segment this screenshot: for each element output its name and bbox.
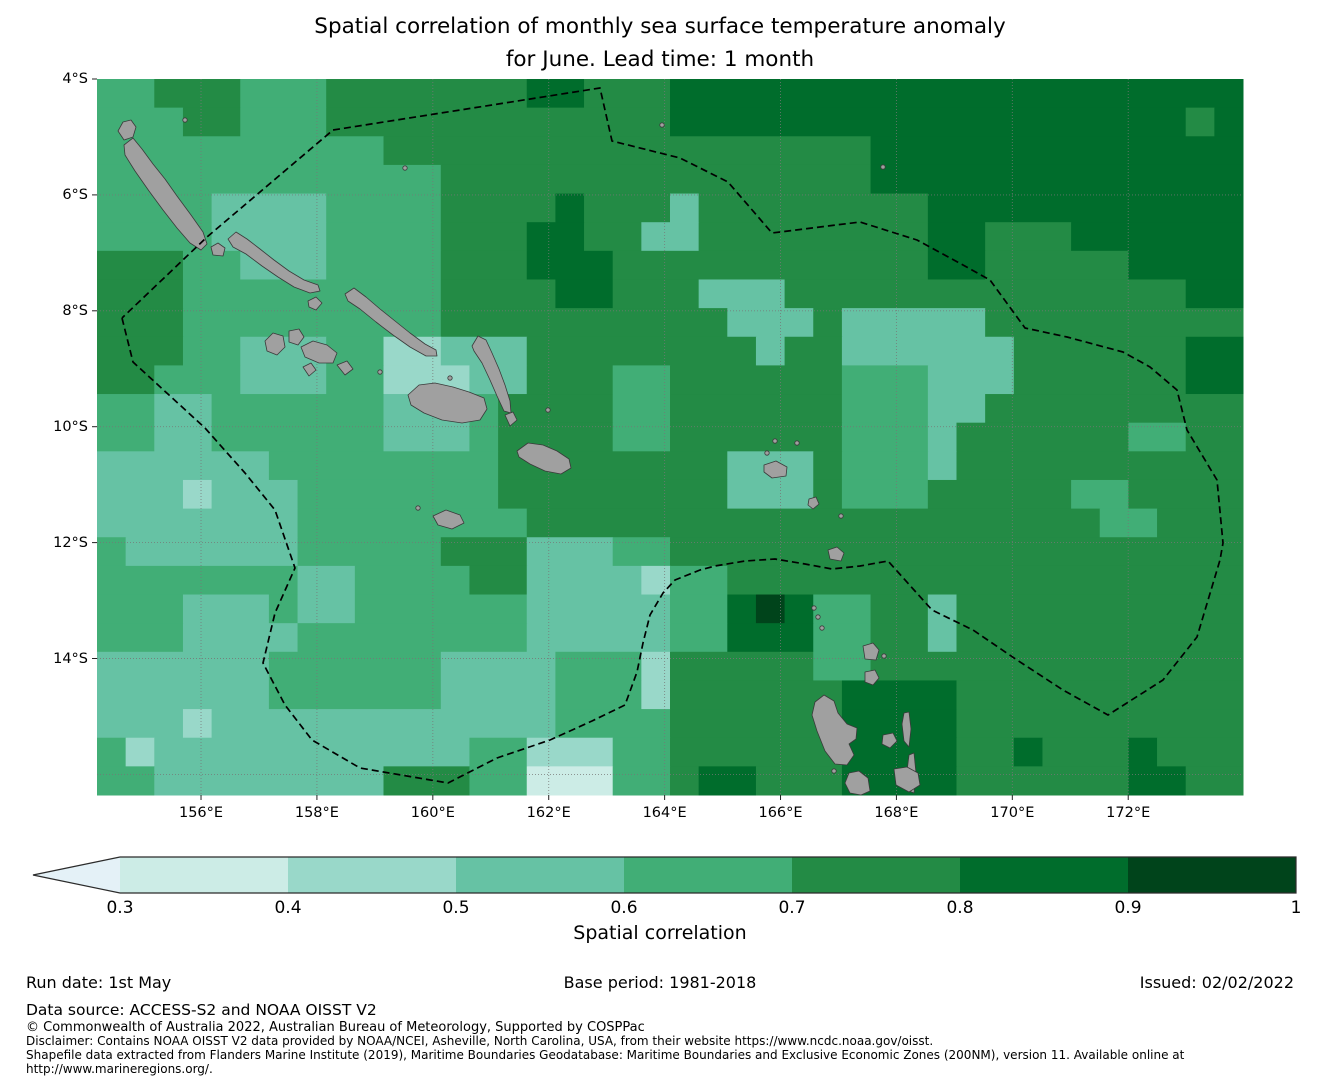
eez-boundary-line — [121, 87, 1224, 784]
y-tick-label: 4°S — [62, 71, 88, 87]
colorbar-tick-label: 0.8 — [946, 898, 974, 918]
colorbar-tick-label: 1 — [1290, 898, 1302, 918]
x-tick-label: 172°E — [1106, 805, 1151, 821]
colorbar-segment — [456, 857, 625, 893]
colorbar-ticks: 0.3 0.4 0.5 0.6 0.7 0.8 0.9 1 — [0, 897, 1320, 921]
data-source-text: Data source: ACCESS-S2 and NOAA OISST V2 — [26, 1001, 377, 1019]
colorbar-segment — [120, 857, 289, 893]
colorbar-segment — [288, 857, 457, 893]
islands-landmass — [117, 117, 921, 796]
map-canvas — [92, 78, 1244, 800]
y-tick-label: 12°S — [53, 534, 88, 551]
disclaimer-line1: Disclaimer: Contains NOAA OISST V2 data … — [26, 1034, 934, 1048]
base-period-text: Base period: 1981-2018 — [563, 973, 757, 992]
issued-text: Issued: 02/02/2022 — [1139, 973, 1294, 992]
figure-title-line2: for June. Lead time: 1 month — [505, 47, 815, 72]
colorbar-tick-label: 0.5 — [442, 898, 470, 918]
colorbar-tick-label: 0.4 — [274, 898, 302, 918]
colorbar-tick-label: 0.6 — [610, 898, 638, 918]
x-tick-label: 162°E — [526, 805, 571, 821]
x-tick-label: 164°E — [642, 805, 687, 821]
figure-title: Spatial correlation of monthly sea surfa… — [0, 10, 1320, 76]
colorbar-tick-label: 0.3 — [106, 898, 134, 918]
copyright-text: © Commonwealth of Australia 2022, Austra… — [26, 1020, 645, 1035]
x-tick-label: 168°E — [874, 805, 919, 821]
colorbar-under-arrow — [33, 857, 120, 893]
disclaimer-line3: http://www.marineregions.org/. — [26, 1062, 213, 1076]
y-tick-label: 14°S — [53, 650, 88, 667]
latitude-axis: 4°S 6°S 8°S 10°S 12°S 14°S — [0, 71, 90, 795]
map-area — [92, 78, 1244, 800]
graticule — [97, 79, 1243, 795]
axis-tick-marks — [92, 78, 1129, 800]
colorbar-tick-label: 0.7 — [778, 898, 806, 918]
y-tick-label: 6°S — [62, 186, 88, 203]
colorbar-tick-label: 0.9 — [1114, 898, 1142, 918]
colorbar-segment — [792, 857, 961, 893]
colorbar-segment — [624, 857, 793, 893]
disclaimer-line2: Shapefile data extracted from Flanders M… — [26, 1048, 1185, 1062]
colorbar-label: Spatial correlation — [573, 922, 747, 944]
y-tick-label: 8°S — [62, 302, 88, 319]
colorbar-segment — [960, 857, 1129, 893]
colorbar-outline — [32, 856, 1297, 894]
y-tick-label: 10°S — [53, 418, 88, 435]
x-tick-label: 156°E — [178, 805, 224, 821]
colorbar — [32, 856, 1297, 894]
run-date-text: Run date: 1st May — [26, 973, 172, 992]
correlation-raster — [97, 79, 1244, 796]
longitude-axis: 156°E 158°E 160°E 162°E 164°E 166°E 168°E 170°E… — [97, 801, 1243, 825]
x-tick-label: 166°E — [758, 805, 803, 821]
x-tick-label: 170°E — [990, 805, 1035, 821]
figure-title-line1: Spatial correlation of monthly sea surfa… — [314, 14, 1006, 39]
colorbar-segment — [1128, 857, 1297, 893]
x-tick-label: 158°E — [294, 805, 339, 821]
x-tick-label: 160°E — [410, 805, 455, 821]
